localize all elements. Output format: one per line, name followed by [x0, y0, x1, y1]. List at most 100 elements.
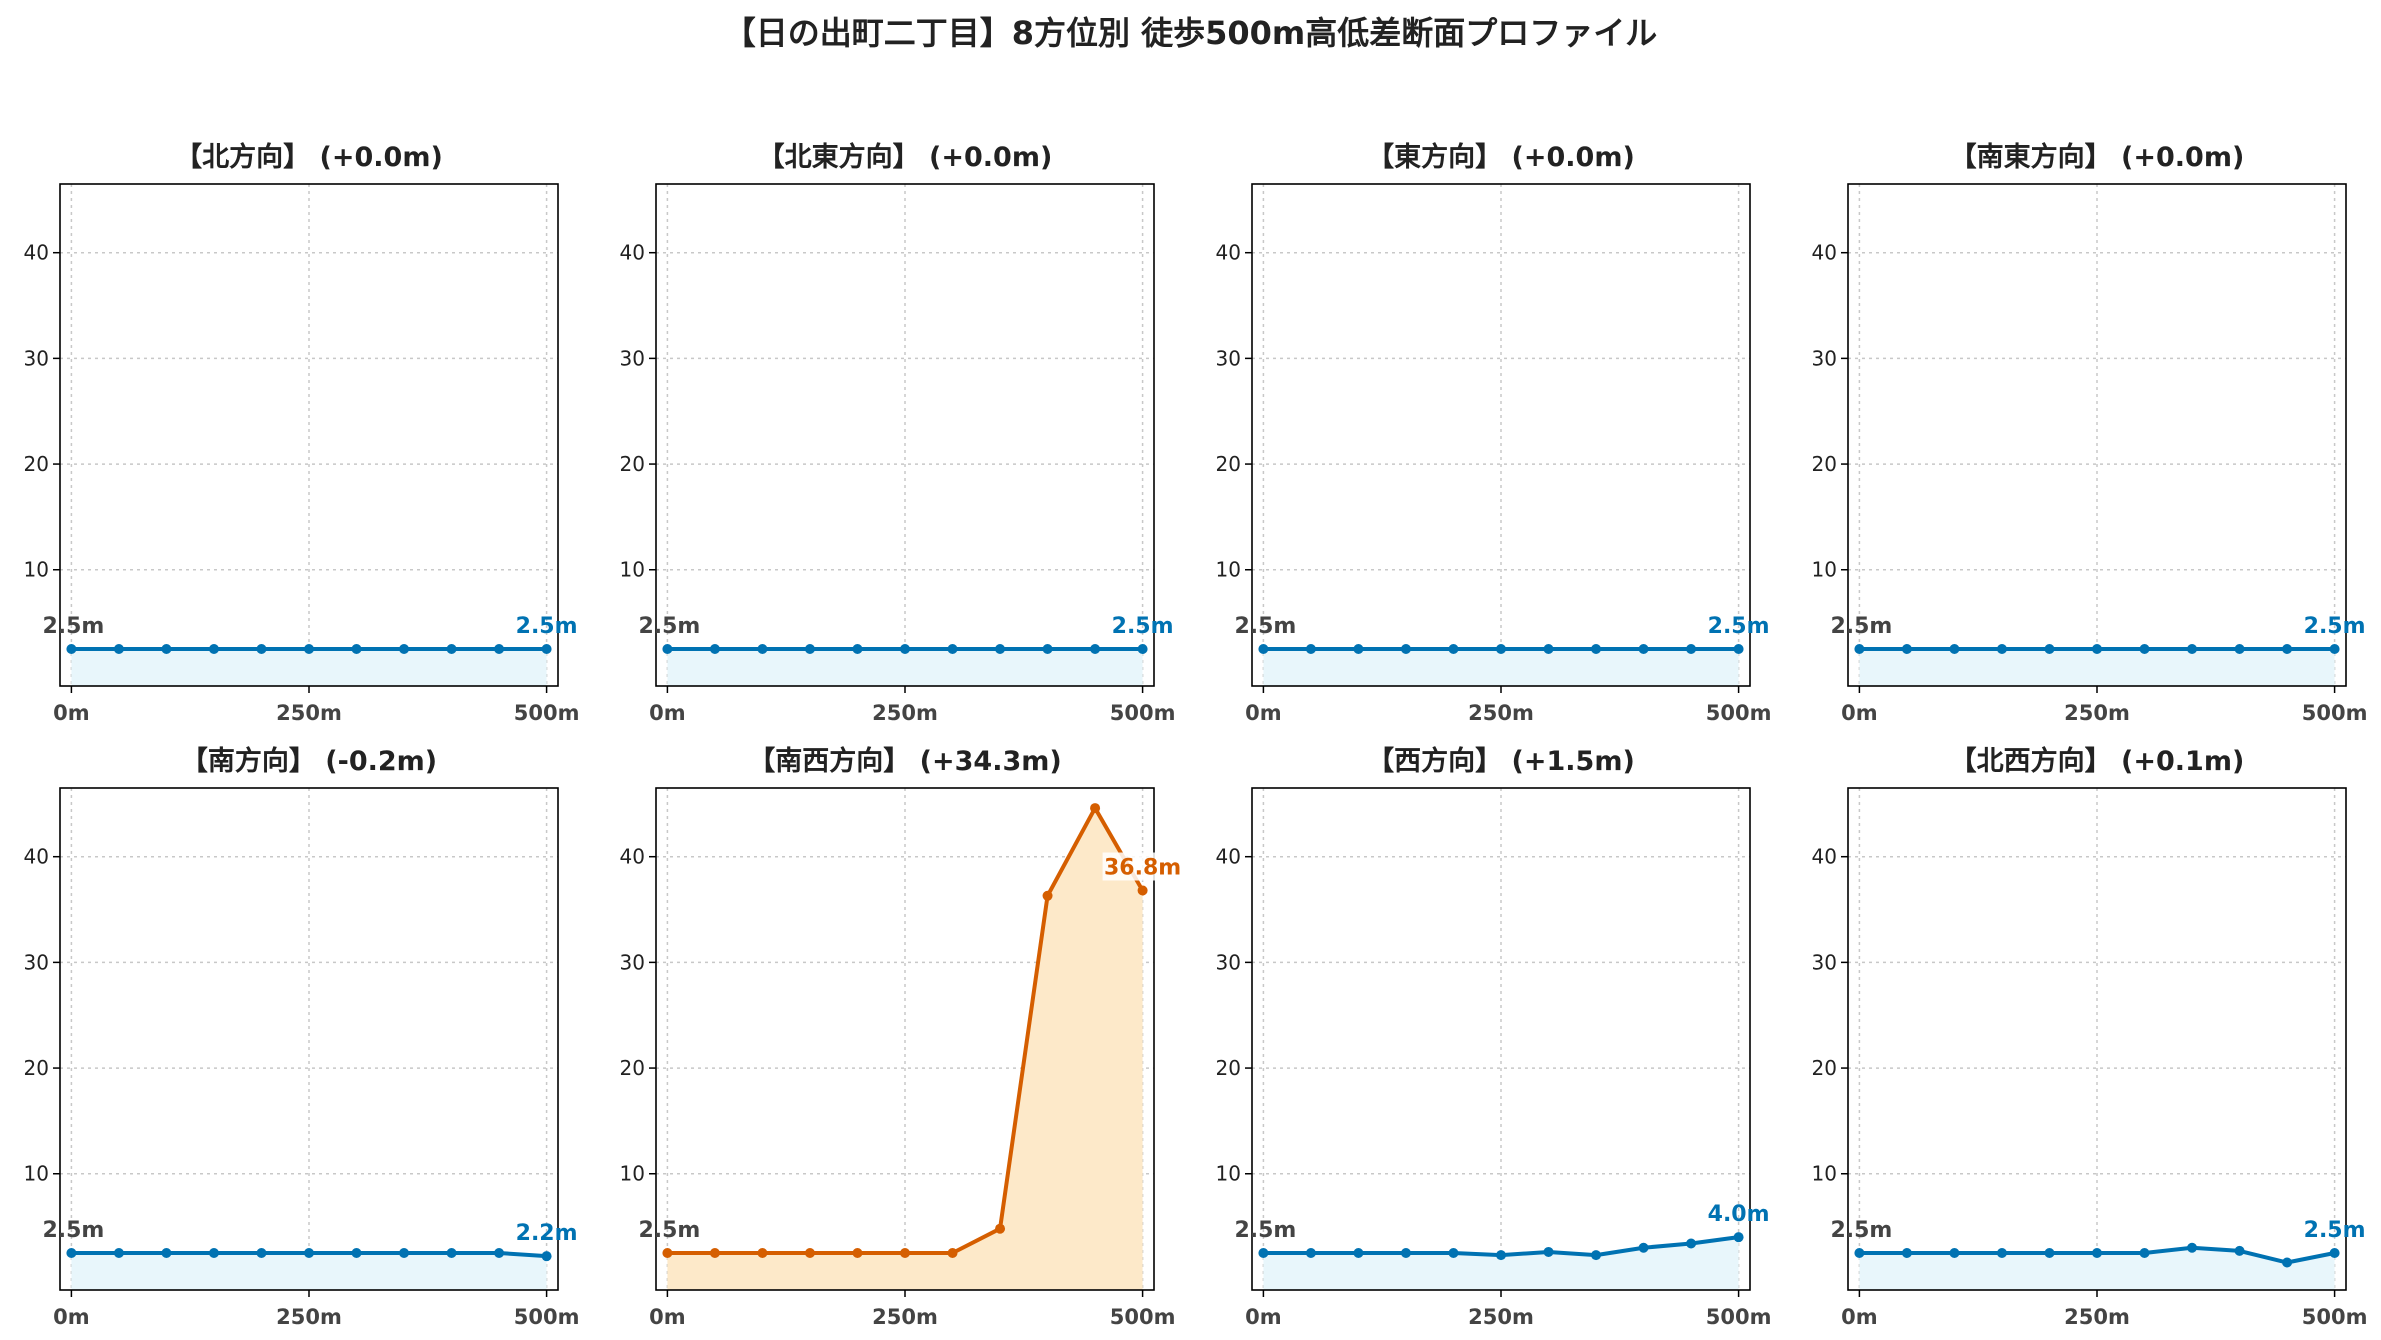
- profile-panel: 【北方向】 (+0.0m) 10 20 30 40 0m 250m 500m 2.5m 2.5m: [24, 141, 580, 725]
- profile-point: [995, 1223, 1006, 1234]
- y-tick-label: 10: [620, 558, 645, 582]
- y-tick-label: 20: [1216, 1056, 1241, 1080]
- profile-point: [2282, 1257, 2293, 1268]
- x-tick-label: 500m: [1110, 1305, 1176, 1329]
- x-tick-label: 500m: [514, 1305, 580, 1329]
- start-elevation-label: 2.5m: [42, 1218, 104, 1243]
- profile-point: [2187, 644, 2198, 655]
- profile-point: [1854, 644, 1865, 655]
- profile-point: [2044, 644, 2055, 655]
- profile-point: [304, 644, 314, 655]
- profile-point: [1305, 644, 1316, 655]
- profile-point: [1305, 1248, 1316, 1259]
- profile-point: [2282, 644, 2293, 655]
- profile-panel: 【北西方向】 (+0.1m) 10 20 30 40 0m 250m 500m 2.5m 2.5m: [1812, 745, 2368, 1329]
- profile-area-fill: [71, 649, 547, 686]
- plot-frame: [1251, 183, 1751, 687]
- profile-point: [1901, 644, 1912, 655]
- profile-point: [1400, 1248, 1411, 1259]
- profile-point: [2187, 1242, 2198, 1253]
- y-tick-label: 10: [620, 1162, 645, 1186]
- profile-point: [208, 1248, 219, 1259]
- plot-frame: [655, 183, 1155, 687]
- y-tick-label: 20: [620, 452, 645, 476]
- profile-point: [947, 644, 958, 655]
- y-tick-label: 20: [620, 1056, 645, 1080]
- profile-area-fill: [1859, 649, 2335, 686]
- y-tick-label: 40: [24, 241, 49, 265]
- profile-point: [1996, 644, 2007, 655]
- profile-point: [1638, 1242, 1649, 1253]
- profile-point: [1042, 644, 1053, 655]
- profile-point: [256, 1248, 267, 1259]
- x-tick-label: 250m: [276, 701, 342, 725]
- profile-point: [351, 1248, 362, 1259]
- profile-point: [1996, 1248, 2007, 1259]
- profile-point: [995, 644, 1006, 655]
- profile-panel: 【南東方向】 (+0.0m) 10 20 30 40 0m 250m 500m 2.5m 2.5m: [1812, 141, 2368, 725]
- profile-point: [446, 644, 457, 655]
- x-tick-label: 500m: [514, 701, 580, 725]
- plot-frame: [1847, 183, 2347, 687]
- profile-point: [351, 644, 362, 655]
- profile-point: [541, 1251, 552, 1262]
- end-elevation-label: 2.2m: [516, 1221, 578, 1246]
- profile-point: [1496, 644, 1506, 655]
- profile-point: [2329, 1248, 2340, 1259]
- profile-point: [1901, 1248, 1912, 1259]
- profile-point: [1496, 1250, 1506, 1261]
- profile-point: [1949, 644, 1960, 655]
- y-tick-label: 40: [620, 845, 645, 869]
- x-tick-label: 250m: [872, 1305, 938, 1329]
- y-tick-label: 40: [620, 241, 645, 265]
- end-elevation-label: 4.0m: [1708, 1202, 1770, 1227]
- profile-point: [494, 644, 505, 655]
- x-tick-label: 0m: [1245, 1305, 1282, 1329]
- profile-point: [852, 644, 863, 655]
- profile-point: [1090, 644, 1101, 655]
- profile-point: [1638, 644, 1649, 655]
- profile-panel: 【北東方向】 (+0.0m) 10 20 30 40 0m 250m 500m 2.5m 2.5m: [620, 141, 1176, 725]
- profile-point: [1733, 644, 1744, 655]
- x-tick-label: 0m: [649, 701, 686, 725]
- profile-point: [900, 1248, 910, 1259]
- profile-point: [1543, 644, 1554, 655]
- panel-title: 【南西方向】 (+34.3m): [748, 745, 1061, 777]
- y-tick-label: 40: [1216, 241, 1241, 265]
- profile-point: [1949, 1248, 1960, 1259]
- panel-title: 【南方向】 (-0.2m): [181, 745, 437, 777]
- start-elevation-label: 2.5m: [638, 614, 700, 639]
- y-tick-label: 20: [24, 452, 49, 476]
- end-elevation-label: 2.5m: [1112, 614, 1174, 639]
- end-elevation-label: 2.5m: [2304, 1218, 2366, 1243]
- profile-point: [1686, 1238, 1697, 1249]
- y-tick-label: 30: [24, 950, 49, 974]
- profile-panel: 【東方向】 (+0.0m) 10 20 30 40 0m 250m 500m 2.5m 2.5m: [1216, 141, 1772, 725]
- x-tick-label: 0m: [53, 1305, 90, 1329]
- x-tick-label: 0m: [1841, 1305, 1878, 1329]
- profile-point: [757, 1248, 768, 1259]
- profile-point: [2044, 1248, 2055, 1259]
- plot-frame: [1251, 787, 1751, 1291]
- start-elevation-label: 2.5m: [1234, 1218, 1296, 1243]
- profile-point: [662, 1248, 673, 1259]
- profile-point: [1042, 890, 1053, 901]
- profile-point: [1448, 1248, 1459, 1259]
- page-title: 【日の出町二丁目】8方位別 徒歩500m高低差断面プロファイル: [723, 14, 1658, 52]
- y-tick-label: 20: [1812, 452, 1837, 476]
- y-tick-label: 40: [1216, 845, 1241, 869]
- start-elevation-label: 2.5m: [638, 1218, 700, 1243]
- y-tick-label: 40: [1812, 241, 1837, 265]
- y-tick-label: 40: [1812, 845, 1837, 869]
- profile-area-fill: [667, 649, 1143, 686]
- profile-point: [2329, 644, 2340, 655]
- y-tick-label: 20: [1216, 452, 1241, 476]
- y-tick-label: 30: [1812, 950, 1837, 974]
- profile-area-fill: [71, 1253, 547, 1290]
- profile-point: [161, 644, 172, 655]
- start-elevation-label: 2.5m: [1830, 614, 1892, 639]
- y-tick-label: 20: [1812, 1056, 1837, 1080]
- profile-point: [804, 644, 815, 655]
- x-tick-label: 0m: [53, 701, 90, 725]
